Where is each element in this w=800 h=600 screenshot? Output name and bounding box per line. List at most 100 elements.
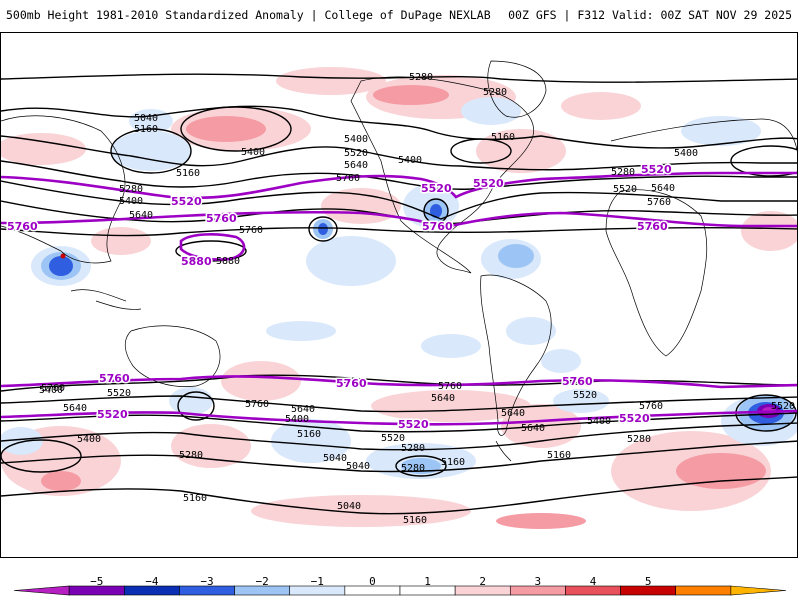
colorbar-segment bbox=[565, 585, 621, 596]
south-america-outline bbox=[480, 274, 552, 436]
contour-labels: 5280 5280 5040 5160 5400 5400 5520 5640 … bbox=[39, 72, 795, 526]
colorbar-tick-label: −2 bbox=[255, 575, 269, 588]
colorbar-segment bbox=[620, 585, 677, 596]
contour-label: 5760 bbox=[245, 399, 269, 410]
anomaly-area bbox=[276, 67, 386, 95]
highlight-label: 5520 bbox=[171, 195, 202, 208]
contour-5880 bbox=[179, 233, 246, 261]
australia-outline bbox=[124, 325, 221, 387]
contour-label: 5400 bbox=[674, 148, 698, 159]
contour-label: 5160 bbox=[176, 168, 200, 179]
colorbar-tick-label: 1 bbox=[424, 575, 431, 588]
contour-line bbox=[180, 106, 292, 152]
anomaly-area bbox=[741, 211, 797, 251]
contour-label: 5400 bbox=[398, 155, 422, 166]
contour-label: 5880 bbox=[216, 256, 240, 267]
colorbar-tick-label: 2 bbox=[479, 575, 487, 588]
contour-label: 5640 bbox=[501, 408, 525, 419]
colorbar-segment bbox=[234, 585, 291, 596]
map-canvas: 5280 5280 5040 5160 5400 5400 5520 5640 … bbox=[1, 60, 797, 529]
colorbar-segment bbox=[454, 585, 511, 596]
colorbar-segment bbox=[730, 585, 787, 596]
colorbar-tick-label: −4 bbox=[145, 575, 159, 588]
extreme-negative-anomaly-fills bbox=[49, 204, 784, 424]
colorbar-segment bbox=[675, 585, 732, 596]
contour-label: 5280 bbox=[483, 87, 507, 98]
contour-5760-north bbox=[1, 210, 797, 229]
contour-label: 5400 bbox=[241, 147, 265, 158]
contour-label: 5280 bbox=[611, 167, 635, 178]
contour-5760-south bbox=[1, 375, 797, 389]
colorbar-segment bbox=[179, 585, 235, 596]
colorbar-segment bbox=[509, 585, 566, 596]
anomaly-area bbox=[561, 92, 641, 120]
contour-line bbox=[450, 138, 512, 164]
highlight-label: 5520 bbox=[641, 163, 672, 176]
contour-label: 5520 bbox=[381, 433, 405, 444]
contour-label: 5280 bbox=[409, 72, 433, 83]
contour-line bbox=[730, 145, 797, 177]
contour-label: 5160 bbox=[297, 429, 321, 440]
contour-line bbox=[1, 395, 797, 413]
highlight-label: 5880 bbox=[181, 255, 212, 268]
anomaly-area bbox=[186, 116, 266, 142]
highlight-label: 5520 bbox=[473, 177, 504, 190]
highlight-label: 5760 bbox=[7, 220, 38, 233]
highlight-contour-labels: 5760 5520 5760 5880 5520 5760 5520 5760 … bbox=[6, 162, 674, 433]
highlight-label: 5760 bbox=[422, 220, 453, 233]
contour-label: 5640 bbox=[291, 404, 315, 415]
anomaly-area bbox=[421, 334, 481, 358]
anomaly-area bbox=[461, 97, 521, 125]
anomaly-area bbox=[60, 253, 66, 259]
contour-label: 5040 bbox=[337, 501, 361, 512]
highlight-label: 5520 bbox=[421, 182, 452, 195]
anomaly-area bbox=[498, 244, 534, 268]
antarctic-peninsula-outline bbox=[495, 440, 512, 462]
anomaly-area bbox=[91, 227, 151, 255]
anomaly-area bbox=[271, 419, 351, 463]
anomaly-area bbox=[321, 188, 401, 224]
contour-line bbox=[1, 227, 797, 237]
contour-label: 5520 bbox=[569, 377, 593, 388]
colorbar-segment bbox=[344, 585, 401, 596]
contour-5520-south bbox=[1, 409, 797, 426]
contour-label: 5640 bbox=[521, 423, 545, 434]
contour-label: 5400 bbox=[39, 385, 63, 396]
colorbar-tick-label: −5 bbox=[90, 575, 104, 588]
indonesia-outline bbox=[70, 289, 142, 310]
contour-line bbox=[1, 374, 797, 392]
contour-label: 5280 bbox=[401, 463, 425, 474]
highlight-label: 5760 bbox=[637, 220, 668, 233]
anomaly-area bbox=[169, 387, 213, 415]
greenland-outline bbox=[487, 60, 547, 118]
contour-line bbox=[1, 422, 797, 451]
colorbar-tick-label: −3 bbox=[200, 575, 214, 588]
contour-label: 5280 bbox=[401, 443, 425, 454]
valid-time: 00Z GFS | F312 Valid: 00Z SAT NOV 29 202… bbox=[508, 8, 792, 22]
contour-label: 5640 bbox=[63, 403, 87, 414]
contour-label: 5040 bbox=[323, 453, 347, 464]
contour-label: 5760 bbox=[438, 381, 462, 392]
contour-label: 5520 bbox=[573, 390, 597, 401]
anomaly-area bbox=[506, 317, 556, 345]
contour-label: 5400 bbox=[77, 434, 101, 445]
contour-line bbox=[177, 391, 215, 421]
anomaly-area bbox=[430, 204, 442, 218]
anomaly-area bbox=[373, 85, 449, 105]
anomaly-area bbox=[1, 427, 43, 455]
contour-line bbox=[1, 105, 797, 149]
contour-label: 5280 bbox=[179, 450, 203, 461]
contour-5520-north bbox=[1, 171, 797, 200]
map-panel: 5280 5280 5040 5160 5400 5400 5520 5640 … bbox=[0, 32, 798, 558]
contour-label: 5640 bbox=[129, 210, 153, 221]
contour-label: 5400 bbox=[587, 416, 611, 427]
contour-label: 5160 bbox=[183, 493, 207, 504]
header: 500mb Height 1981-2010 Standardized Anom… bbox=[0, 0, 800, 30]
anomaly-area bbox=[476, 129, 566, 173]
contour-line bbox=[308, 216, 338, 242]
contour-label: 5520 bbox=[107, 388, 131, 399]
contour-line bbox=[1, 476, 797, 515]
anomaly-area bbox=[553, 389, 609, 413]
anomaly-area bbox=[681, 116, 761, 146]
anomaly-area bbox=[371, 390, 531, 422]
